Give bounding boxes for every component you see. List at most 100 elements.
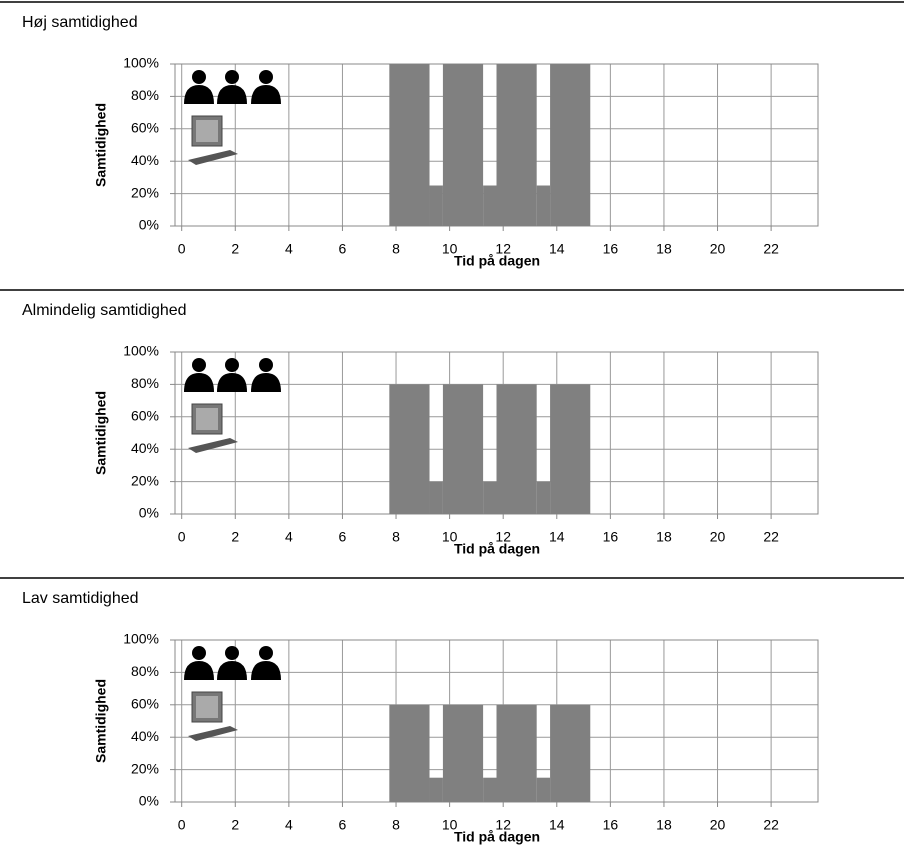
y-tick-label: 100% [123, 55, 159, 71]
y-tick-label: 80% [131, 87, 159, 103]
x-tick-label: 6 [339, 241, 347, 257]
x-tick-label: 2 [231, 241, 239, 257]
x-tick-label: 20 [710, 241, 726, 257]
x-tick-label: 12 [495, 529, 511, 545]
x-tick-label: 16 [603, 241, 619, 257]
bar [536, 777, 551, 802]
chart-title: Almindelig samtidighed [22, 302, 187, 319]
x-tick-label: 8 [392, 817, 400, 833]
person-icon [251, 373, 281, 392]
y-tick-label: 60% [131, 408, 159, 424]
person-icon [217, 661, 247, 680]
person-icon [217, 373, 247, 392]
bar [536, 481, 551, 514]
y-tick-label: 100% [123, 631, 159, 647]
y-axis-title: Samtidighed [93, 679, 109, 763]
x-tick-label: 18 [656, 817, 672, 833]
person-icon [192, 70, 206, 84]
bar [442, 704, 484, 802]
computer-icon [196, 408, 218, 430]
person-icon [225, 358, 239, 372]
bar [496, 64, 537, 226]
y-tick-label: 100% [123, 343, 159, 359]
bar [483, 777, 497, 802]
bar [550, 64, 591, 226]
y-tick-label: 0% [139, 793, 159, 809]
y-axis-title: Samtidighed [93, 103, 109, 187]
bar [550, 384, 591, 514]
person-icon [217, 85, 247, 104]
y-tick-label: 0% [139, 217, 159, 233]
bar [429, 185, 443, 226]
x-tick-label: 18 [656, 529, 672, 545]
y-tick-label: 40% [131, 728, 159, 744]
y-tick-label: 40% [131, 440, 159, 456]
person-icon [225, 646, 239, 660]
x-tick-label: 18 [656, 241, 672, 257]
bar [429, 481, 443, 514]
person-icon [184, 373, 214, 392]
x-tick-label: 6 [339, 529, 347, 545]
y-tick-label: 60% [131, 120, 159, 136]
x-tick-label: 10 [442, 241, 458, 257]
person-icon [251, 661, 281, 680]
chart-title: Høj samtidighed [22, 14, 138, 31]
person-icon [225, 70, 239, 84]
bar [536, 185, 551, 226]
x-tick-label: 14 [549, 241, 565, 257]
chart-title: Lav samtidighed [22, 590, 139, 607]
y-tick-label: 40% [131, 152, 159, 168]
x-tick-label: 4 [285, 529, 293, 545]
x-tick-label: 8 [392, 241, 400, 257]
x-tick-label: 2 [231, 529, 239, 545]
y-tick-label: 60% [131, 696, 159, 712]
x-tick-label: 0 [178, 241, 186, 257]
chart-panel: Lav samtidighed 0% 20% 40% 60% 80% 100% 0 2 4 6 8 10… [0, 577, 904, 845]
person-icon [259, 70, 273, 84]
x-tick-label: 4 [285, 817, 293, 833]
x-tick-label: 22 [763, 529, 779, 545]
y-tick-label: 20% [131, 760, 159, 776]
computer-icon [188, 438, 238, 453]
x-tick-label: 0 [178, 529, 186, 545]
person-icon [192, 358, 206, 372]
bar [496, 704, 537, 802]
x-axis-title: Tid på dagen [454, 829, 540, 845]
x-tick-label: 14 [549, 529, 565, 545]
bar [389, 384, 430, 514]
bar [496, 384, 537, 514]
x-tick-label: 10 [442, 529, 458, 545]
person-icon [192, 646, 206, 660]
computer-icon [188, 726, 238, 741]
x-tick-label: 12 [495, 241, 511, 257]
bar [389, 704, 430, 802]
person-icon [251, 85, 281, 104]
y-tick-label: 0% [139, 505, 159, 521]
bar [442, 64, 484, 226]
x-tick-label: 8 [392, 529, 400, 545]
chart-panel: Almindelig samtidighed 0% 20% 40% 60% 80% 100%… [0, 289, 904, 557]
person-icon [184, 661, 214, 680]
chart-panel: Høj samtidighed 0% 20% 40% 60% 80% 100% 0 2 4 6 8 10… [0, 1, 904, 269]
y-axis-title: Samtidighed [93, 391, 109, 475]
x-tick-label: 20 [710, 817, 726, 833]
bar [483, 185, 497, 226]
bar [483, 481, 497, 514]
x-tick-label: 6 [339, 817, 347, 833]
bar [429, 777, 443, 802]
x-axis-title: Tid på dagen [454, 541, 540, 557]
person-icon [259, 358, 273, 372]
person-icon [259, 646, 273, 660]
person-icon [184, 85, 214, 104]
computer-icon [188, 150, 238, 165]
x-tick-label: 20 [710, 529, 726, 545]
x-tick-label: 14 [549, 817, 565, 833]
bar [389, 64, 430, 226]
x-tick-label: 22 [763, 241, 779, 257]
bar [550, 704, 591, 802]
y-tick-label: 80% [131, 663, 159, 679]
x-axis-title: Tid på dagen [454, 253, 540, 269]
x-tick-label: 4 [285, 241, 293, 257]
x-tick-label: 0 [178, 817, 186, 833]
computer-icon [196, 120, 218, 142]
